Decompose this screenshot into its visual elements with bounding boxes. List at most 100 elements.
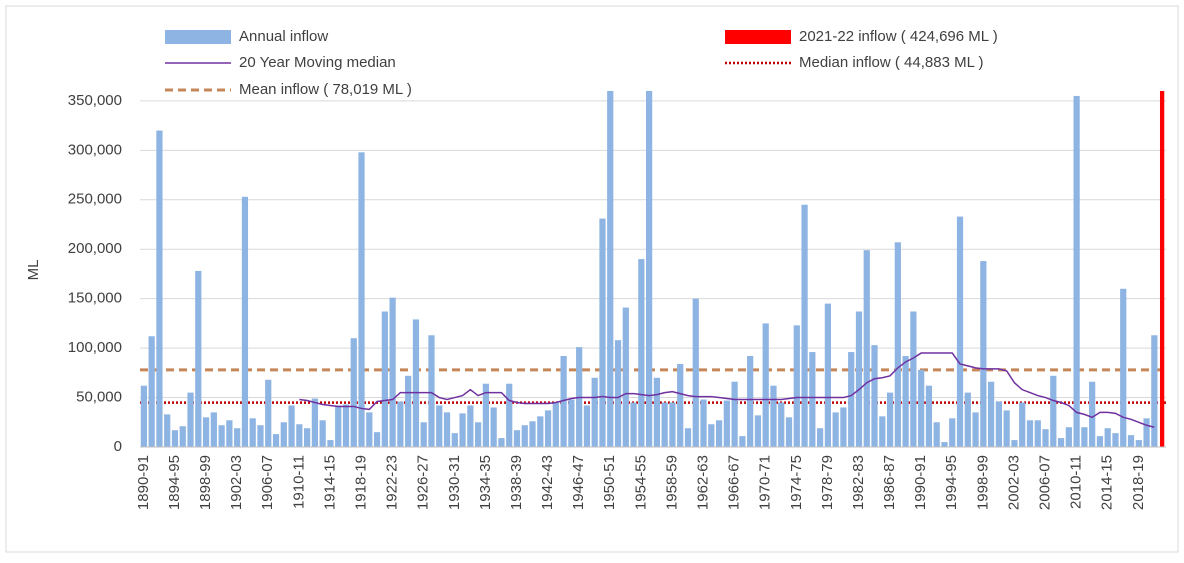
bar — [778, 402, 785, 447]
bar — [739, 436, 746, 447]
bar — [288, 405, 295, 447]
bar — [296, 424, 303, 447]
bar — [599, 218, 606, 447]
bar — [358, 152, 365, 447]
bar — [661, 402, 668, 447]
x-tick-label: 2006-07 — [1036, 455, 1053, 510]
bar — [257, 425, 264, 447]
bar — [646, 91, 653, 447]
bar — [692, 298, 699, 447]
bar — [506, 383, 513, 447]
bar — [335, 405, 342, 447]
x-tick-label: 1982-83 — [850, 455, 867, 510]
x-tick-label: 1958-59 — [663, 455, 680, 510]
y-tick-label: 250,000 — [68, 191, 122, 208]
bar — [708, 424, 715, 447]
bar — [855, 311, 863, 447]
legend-label: 20 Year Moving median — [239, 54, 396, 71]
bar — [848, 352, 855, 447]
bar — [879, 416, 886, 447]
bar — [1003, 410, 1010, 447]
bar — [187, 392, 194, 447]
bar — [249, 418, 256, 447]
bar — [560, 356, 567, 447]
bar — [164, 414, 171, 447]
x-tick-label: 1918-19 — [352, 455, 369, 510]
x-tick-label: 1930-31 — [446, 455, 463, 510]
bar — [949, 418, 956, 447]
bar — [1026, 420, 1034, 447]
x-tick-label: 1990-91 — [912, 455, 929, 510]
bar — [583, 405, 591, 447]
bar — [552, 402, 559, 447]
x-tick-label: 1926-27 — [415, 455, 432, 510]
y-tick-label: 200,000 — [68, 240, 122, 257]
bar — [350, 338, 357, 447]
bar — [311, 398, 318, 447]
bar — [793, 325, 800, 447]
bar — [366, 412, 373, 447]
bar — [894, 242, 901, 447]
bar — [1011, 440, 1018, 447]
bar — [1159, 91, 1165, 447]
legend-swatch — [165, 30, 231, 44]
bar — [436, 405, 443, 447]
x-tick-label: 1946-47 — [570, 455, 587, 510]
bar — [1081, 427, 1088, 447]
bar — [397, 401, 404, 447]
bar — [840, 407, 847, 447]
bar — [1135, 440, 1142, 447]
bar — [544, 410, 552, 447]
bar — [319, 420, 326, 447]
bar — [1034, 420, 1041, 447]
x-tick-label: 1986-87 — [881, 455, 898, 510]
x-tick-label: 1998-99 — [974, 455, 991, 510]
x-tick-label: 1894-95 — [166, 455, 183, 510]
y-tick-label: 100,000 — [68, 339, 122, 356]
bar — [373, 432, 381, 447]
bar — [1096, 436, 1104, 447]
bar — [179, 426, 186, 447]
bar — [226, 420, 233, 447]
x-tick-label: 1954-55 — [632, 455, 649, 510]
bar — [513, 430, 521, 447]
x-tick-label: 2018-19 — [1130, 455, 1147, 510]
x-tick-label: 1934-35 — [477, 455, 494, 510]
x-tick-label: 1994-95 — [943, 455, 960, 510]
bar — [412, 319, 420, 447]
bar — [327, 440, 334, 447]
bar — [475, 422, 482, 447]
bar — [871, 345, 878, 447]
bar — [824, 303, 831, 447]
bar — [482, 383, 489, 447]
x-tick-label: 1922-23 — [384, 455, 401, 510]
bar — [607, 91, 614, 447]
bar — [521, 425, 528, 447]
legend-swatch — [725, 30, 791, 44]
bar — [529, 421, 536, 447]
bar — [918, 369, 925, 447]
bar — [832, 412, 839, 447]
bar — [459, 413, 466, 447]
bar — [995, 401, 1002, 447]
bar — [304, 428, 311, 447]
bar — [1127, 435, 1135, 447]
bar — [1089, 381, 1096, 447]
bar — [490, 407, 497, 447]
x-tick-label: 1914-15 — [321, 455, 338, 510]
x-tick-label: 1978-79 — [819, 455, 836, 510]
bar — [218, 425, 225, 447]
bar — [863, 250, 870, 447]
y-tick-label: 50,000 — [76, 389, 122, 406]
bar — [156, 130, 163, 447]
x-tick-label: 1938-39 — [508, 455, 525, 510]
line — [299, 352, 1155, 428]
x-tick-label: 1906-07 — [259, 455, 276, 510]
bar — [1019, 402, 1026, 447]
legend-label: Mean inflow ( 78,019 ML ) — [239, 81, 412, 98]
legend-label: Median inflow ( 44,883 ML ) — [799, 54, 984, 71]
bar — [700, 399, 707, 447]
bar — [443, 412, 451, 447]
bar — [195, 270, 202, 447]
